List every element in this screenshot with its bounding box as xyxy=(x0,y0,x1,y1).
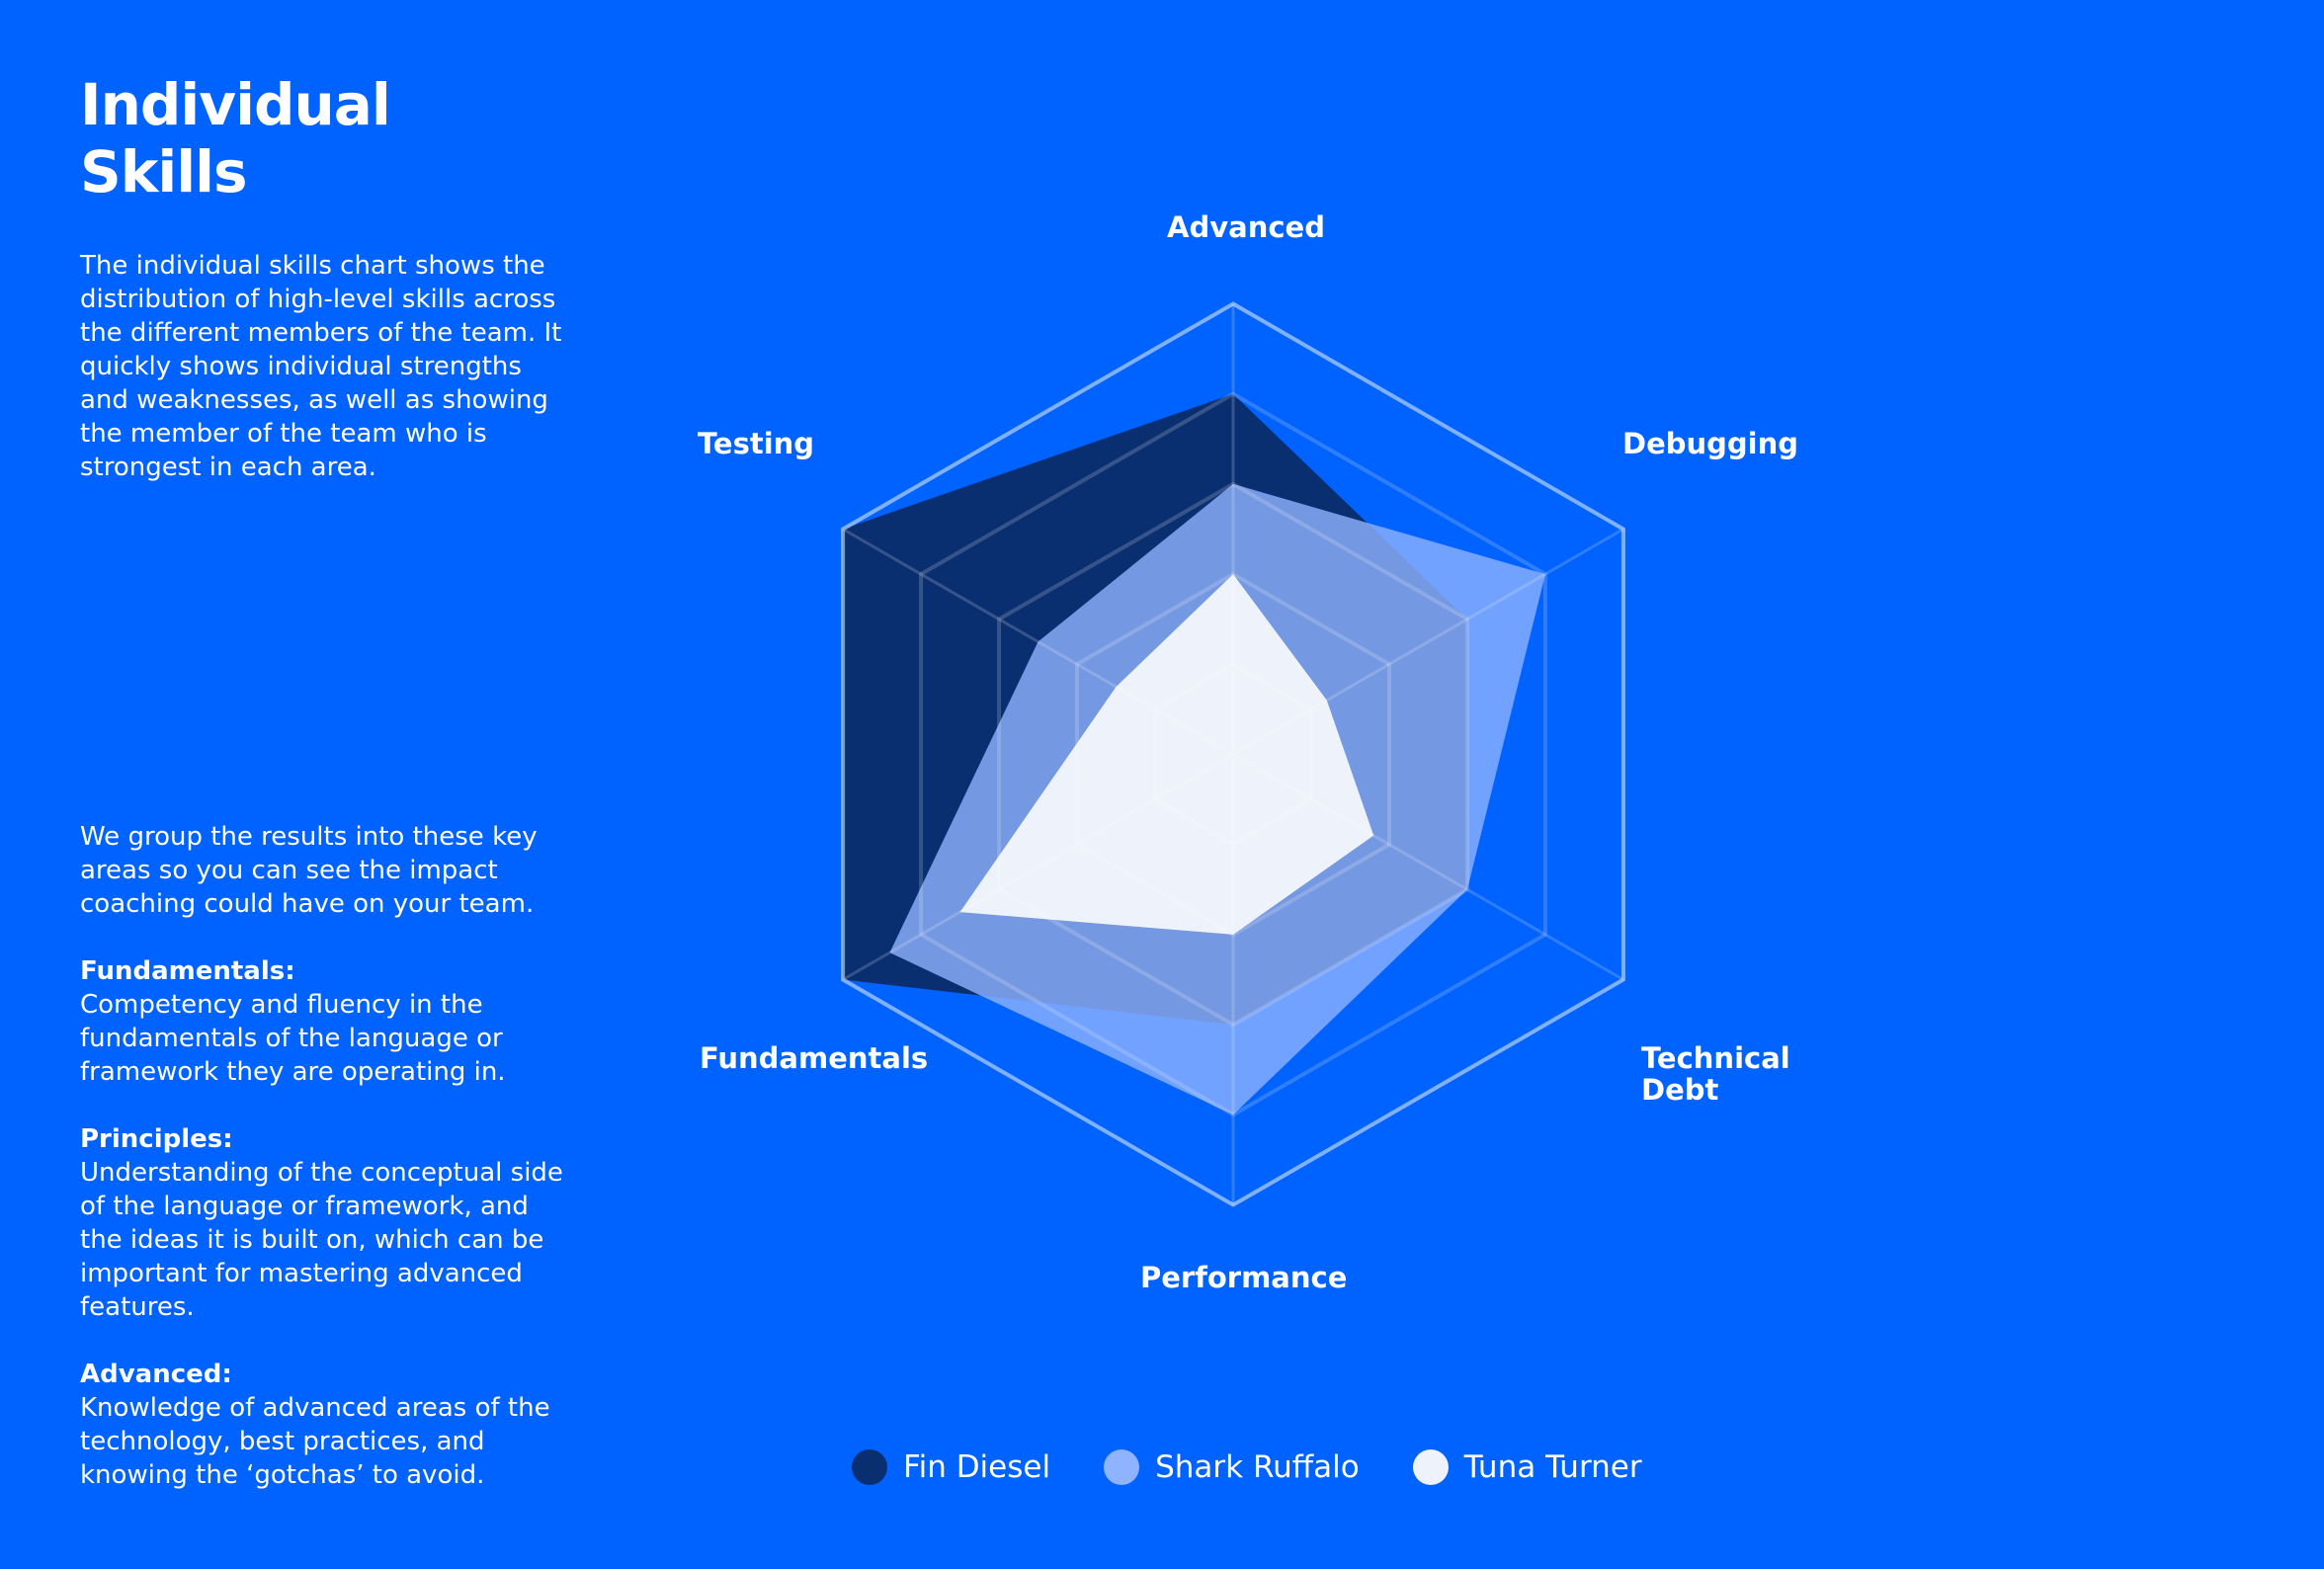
axis-label: Advanced xyxy=(1167,210,1325,244)
axis-label: Testing xyxy=(698,427,815,460)
section-text: Knowledge of advanced areas of the techn… xyxy=(80,1393,550,1490)
legend-swatch xyxy=(852,1449,887,1485)
section-heading: Fundamentals: xyxy=(80,956,295,986)
section-heading: Principles: xyxy=(80,1124,233,1154)
legend-label: Tuna Turner xyxy=(1463,1449,1642,1485)
legend-label: Shark Ruffalo xyxy=(1155,1449,1360,1485)
section-heading: Advanced: xyxy=(80,1360,232,1389)
grid-ring xyxy=(1153,661,1313,848)
legend-label: Fin Diesel xyxy=(903,1449,1051,1485)
groups-intro: We group the results into these key area… xyxy=(80,822,538,919)
grid-ring xyxy=(997,481,1469,1028)
intro: The individual skills chart shows the di… xyxy=(80,251,562,482)
legend-item: Fin Diesel xyxy=(852,1449,1050,1485)
grid-ring xyxy=(919,391,1547,1117)
legend-swatch xyxy=(1412,1449,1449,1485)
legend-swatch xyxy=(1104,1449,1140,1485)
spoke xyxy=(1232,753,1624,981)
axis-label: Performance xyxy=(1140,1261,1348,1294)
spoke xyxy=(1232,528,1624,756)
groups-panel: We group the results into these key area… xyxy=(80,820,574,1526)
grid-ring xyxy=(1075,571,1391,938)
section-text: Understanding of the conceptual side of … xyxy=(80,1158,563,1322)
legend-item: Shark Ruffalo xyxy=(1104,1449,1360,1485)
title: Individual Skills xyxy=(80,71,391,206)
axis-label: Debugging xyxy=(1622,427,1799,460)
section: Fundamentals: Competency and fluency in t… xyxy=(80,954,574,1089)
section: Advanced: Knowledge of advanced areas of … xyxy=(80,1358,574,1492)
text-panel: Individual Skills The individual skills … xyxy=(80,71,574,484)
section: Principles: Understanding of the conceptu… xyxy=(80,1122,574,1324)
spoke xyxy=(842,753,1234,981)
series-area xyxy=(959,574,1374,935)
spoke xyxy=(842,528,1234,756)
grid-ring xyxy=(841,301,1625,1207)
axis-label: Fundamentals xyxy=(700,1041,929,1075)
legend: Fin Diesel Shark Ruffalo Tuna Turner xyxy=(852,1449,1642,1485)
axis-label: Technical Debt xyxy=(1641,1041,1790,1107)
legend-item: Tuna Turner xyxy=(1412,1449,1642,1485)
section-text: Competency and fluency in the fundamenta… xyxy=(80,990,506,1087)
